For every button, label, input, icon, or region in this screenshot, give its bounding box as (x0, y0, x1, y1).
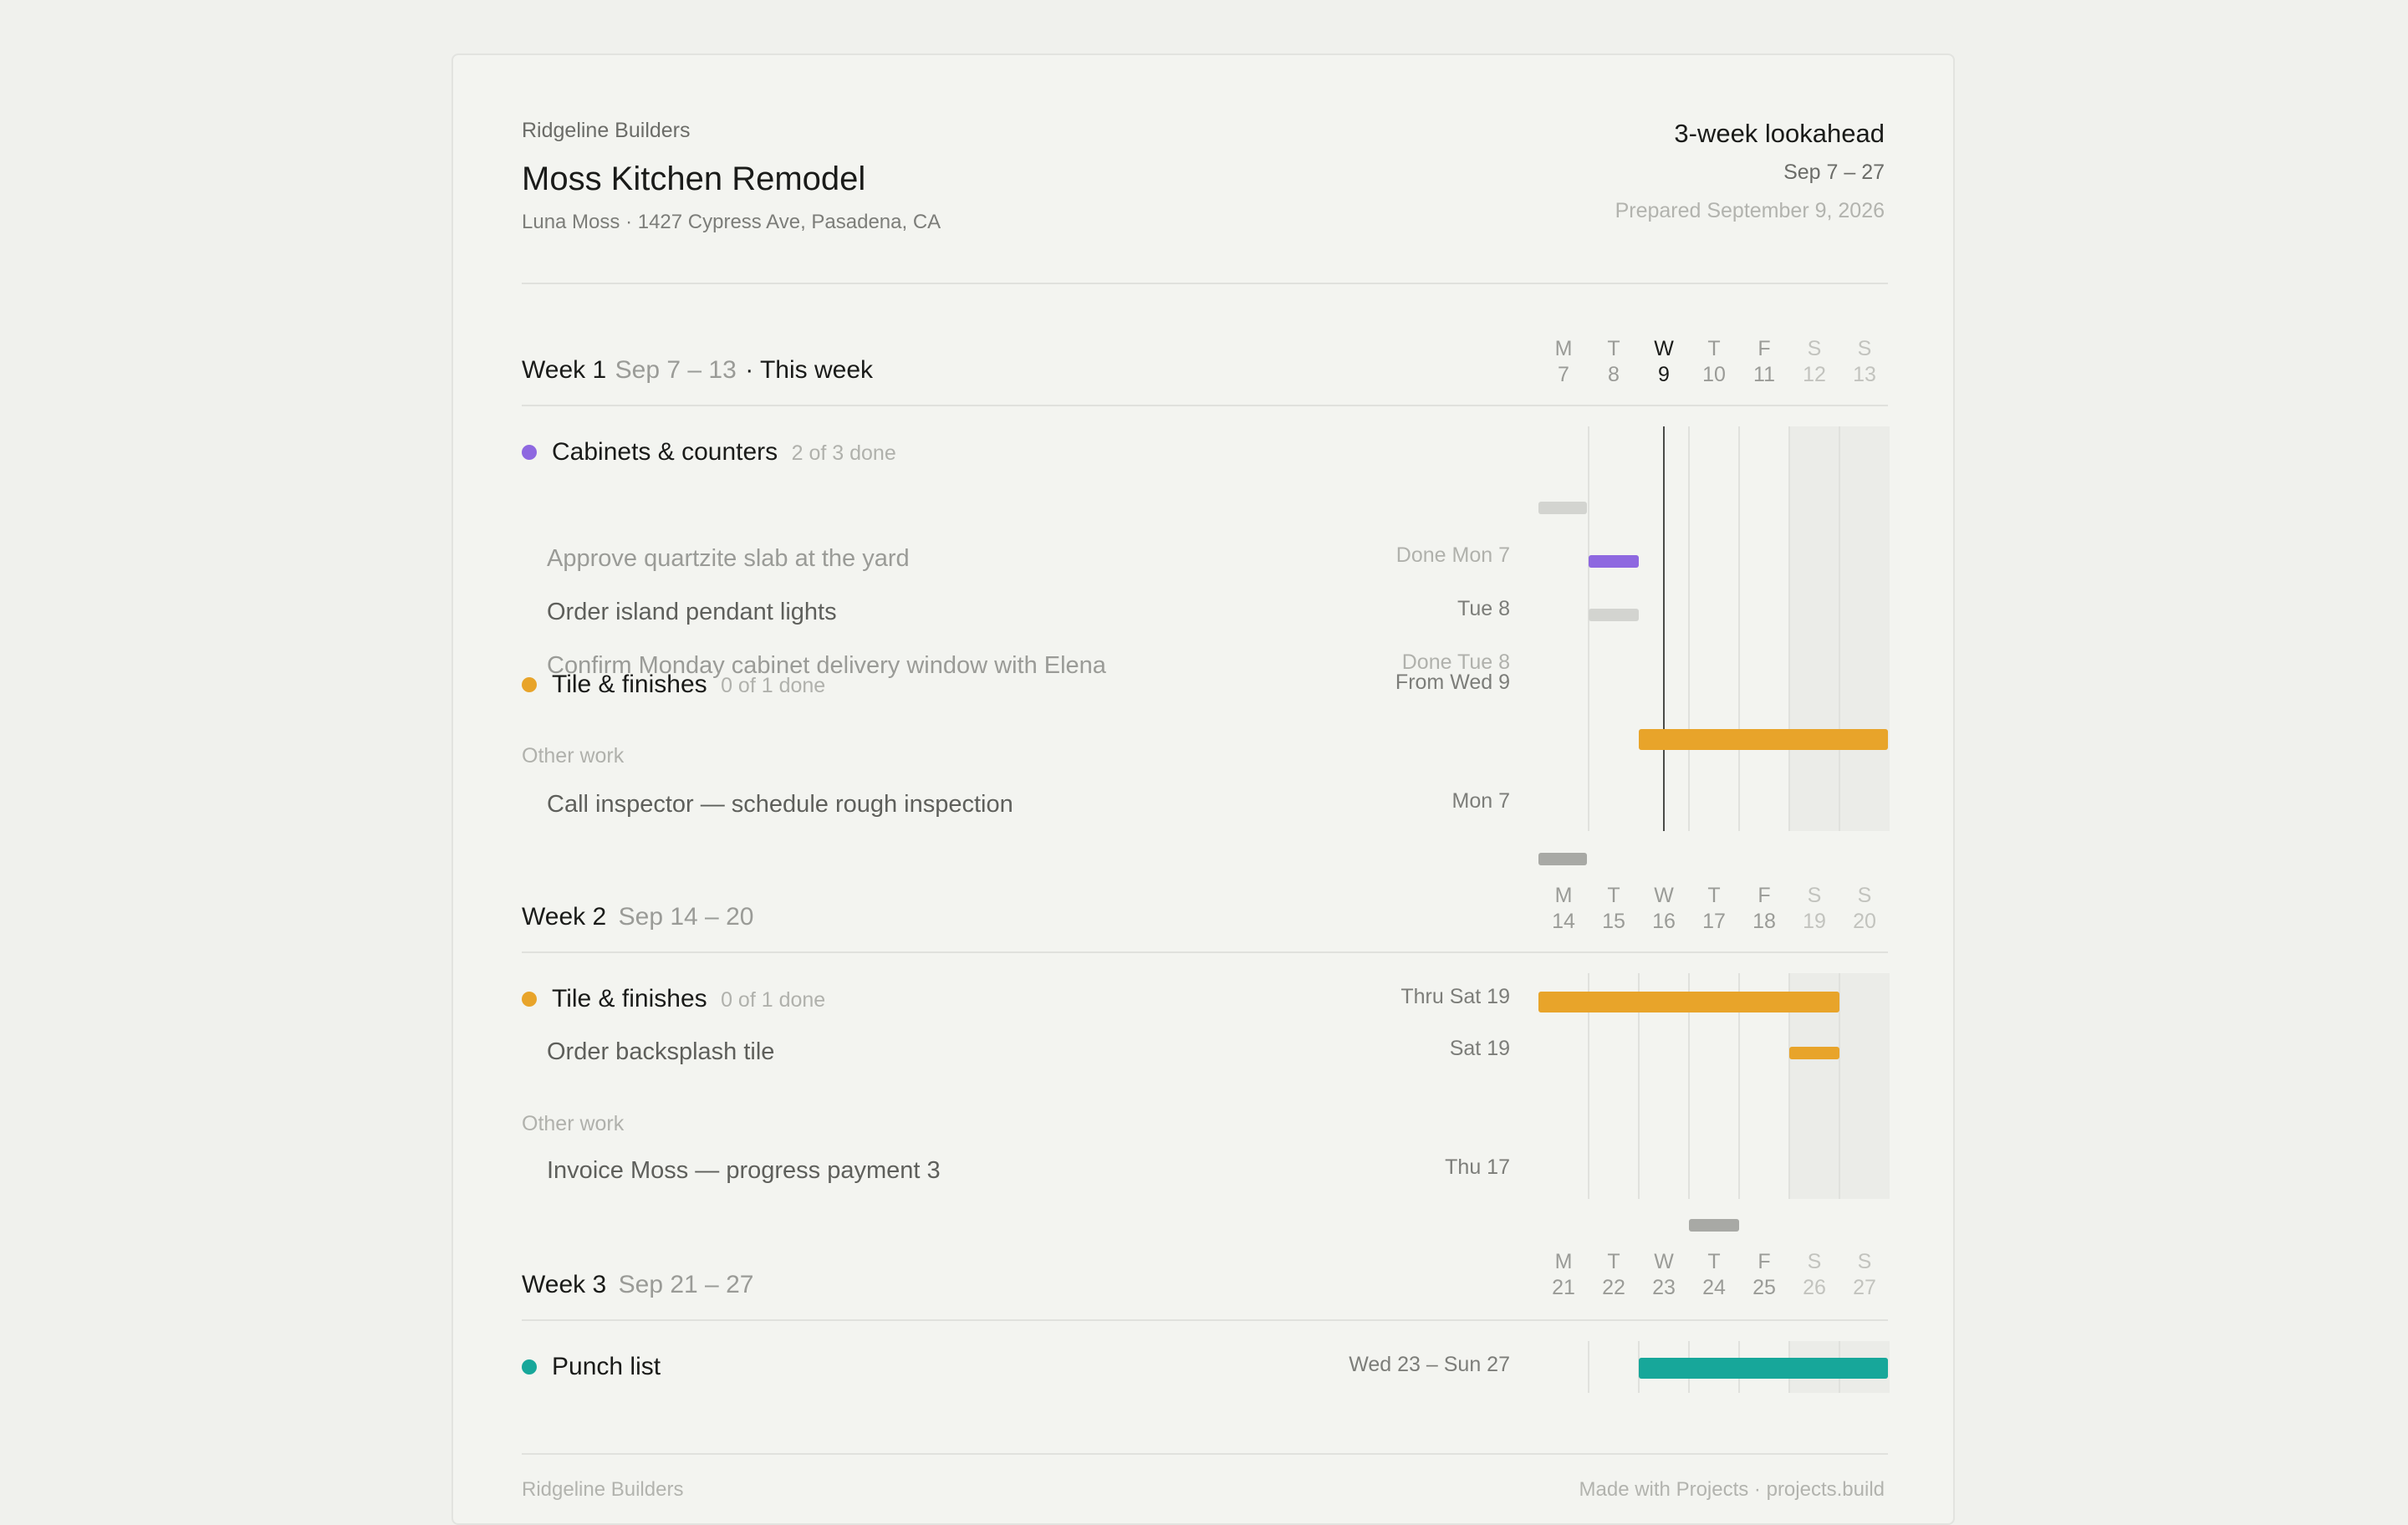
week-label: Week 2 (522, 903, 607, 931)
this-week-badge: · This week (745, 356, 874, 384)
day-header: S 12 (1803, 337, 1826, 386)
group-bar-punch-list[interactable] (1639, 1358, 1888, 1379)
group-title: Tile & finishes (552, 985, 707, 1012)
week-3-heading: Week 3 Sep 21 – 27 (522, 1271, 753, 1299)
task-due: Tue 8 (1457, 597, 1510, 620)
task-cabinet-delivery[interactable]: Confirm Monday cabinet delivery window w… (547, 652, 1106, 679)
day-header: F 18 (1752, 884, 1776, 933)
day-header: W 16 (1652, 884, 1676, 933)
group-header-punch[interactable]: Punch list (552, 1353, 661, 1381)
footer-company: Ridgeline Builders (522, 1478, 684, 1501)
task-due: Done Tue 8 (1401, 650, 1510, 674)
day-header: S 27 (1853, 1250, 1876, 1299)
task-invoice[interactable]: Invoice Moss — progress payment 3 (547, 1157, 941, 1184)
week-1-heading: Week 1 Sep 7 – 13 · This week (522, 356, 873, 385)
day-header: F 11 (1753, 337, 1775, 386)
lookahead-title: 3-week lookahead (1674, 119, 1885, 148)
task-bar-cabinet-delivery[interactable] (1589, 609, 1639, 621)
group-bar-tile-finishes[interactable] (1538, 992, 1839, 1012)
task-approve-slab[interactable]: Approve quartzite slab at the yard (547, 545, 910, 572)
task-bar-approve-slab[interactable] (1538, 502, 1587, 514)
tile-color-dot (522, 992, 537, 1007)
day-header: T 17 (1702, 884, 1726, 933)
day-header: M 21 (1552, 1250, 1575, 1299)
week-3-gantt-grid (1538, 1341, 1890, 1393)
group-due: Thru Sat 19 (1400, 985, 1510, 1008)
week-2-divider (522, 951, 1888, 953)
task-bar-invoice[interactable] (1689, 1219, 1739, 1232)
task-bar-backsplash[interactable] (1789, 1047, 1839, 1059)
day-header: T 10 (1702, 337, 1726, 386)
task-call-inspector[interactable]: Call inspector — schedule rough inspecti… (547, 791, 1013, 818)
other-work-label: Other work (522, 1112, 625, 1135)
punch-color-dot (522, 1359, 537, 1375)
week-3-divider (522, 1319, 1888, 1321)
day-header: S 26 (1803, 1250, 1826, 1299)
task-bar-pendant-lights[interactable] (1589, 555, 1639, 568)
schedule-card: Ridgeline Builders Moss Kitchen Remodel … (452, 54, 1955, 1525)
group-header-tile[interactable]: Tile & finishes 0 of 1 done (552, 671, 825, 699)
week-2-gantt-grid (1538, 973, 1890, 1232)
group-due: Wed 23 – Sun 27 (1349, 1353, 1510, 1376)
week-dates: Sep 14 – 20 (618, 903, 754, 931)
group-title: Cabinets & counters (552, 438, 778, 466)
group-title: Tile & finishes (552, 671, 707, 698)
company-name: Ridgeline Builders (522, 119, 691, 142)
task-pendant-lights[interactable]: Order island pendant lights (547, 599, 837, 625)
client-address: Luna Moss · 1427 Cypress Ave, Pasadena, … (522, 211, 941, 233)
week-label: Week 3 (522, 1271, 607, 1298)
tile-color-dot (522, 677, 537, 692)
task-due: Thu 17 (1445, 1155, 1510, 1179)
lookahead-range: Sep 7 – 27 (1783, 161, 1885, 184)
header-divider (522, 283, 1888, 284)
day-header: S 20 (1853, 884, 1876, 933)
footer-credit-link[interactable]: Made with Projects · projects.build (1579, 1478, 1885, 1501)
day-header: S 19 (1803, 884, 1826, 933)
group-header-tile[interactable]: Tile & finishes 0 of 1 done (552, 985, 825, 1013)
day-header: S 13 (1853, 337, 1876, 386)
group-count: 2 of 3 done (791, 441, 896, 465)
task-due: Mon 7 (1451, 789, 1510, 813)
task-due: Done Mon 7 (1395, 543, 1510, 567)
group-bar-tile-finishes[interactable] (1639, 729, 1888, 750)
task-backsplash[interactable]: Order backsplash tile (547, 1038, 775, 1065)
week-2-heading: Week 2 Sep 14 – 20 (522, 903, 753, 931)
group-due: From Wed 9 (1395, 671, 1510, 694)
day-header: T 15 (1602, 884, 1625, 933)
group-title: Punch list (552, 1353, 661, 1380)
group-count: 0 of 1 done (721, 674, 826, 697)
week-dates: Sep 7 – 13 (615, 356, 737, 384)
other-work-label: Other work (522, 744, 625, 768)
group-header-cabinets[interactable]: Cabinets & counters 2 of 3 done (552, 438, 896, 467)
day-header: T 24 (1702, 1250, 1726, 1299)
group-count: 0 of 1 done (721, 988, 826, 1012)
week-dates: Sep 21 – 27 (618, 1271, 754, 1298)
day-header: W 23 (1652, 1250, 1676, 1299)
cabinets-color-dot (522, 445, 537, 460)
day-header: T 22 (1602, 1250, 1625, 1299)
day-header: F 25 (1752, 1250, 1776, 1299)
prepared-date: Prepared September 9, 2026 (1615, 199, 1885, 222)
task-bar-call-inspector[interactable] (1538, 853, 1587, 865)
footer-divider (522, 1453, 1888, 1455)
today-line (1663, 426, 1665, 831)
week-1-divider (522, 405, 1888, 406)
project-title: Moss Kitchen Remodel (522, 161, 866, 197)
week-1-gantt-grid (1538, 426, 1890, 865)
day-header: M 14 (1552, 884, 1575, 933)
week-label: Week 1 (522, 356, 607, 384)
task-due: Sat 19 (1449, 1037, 1510, 1060)
